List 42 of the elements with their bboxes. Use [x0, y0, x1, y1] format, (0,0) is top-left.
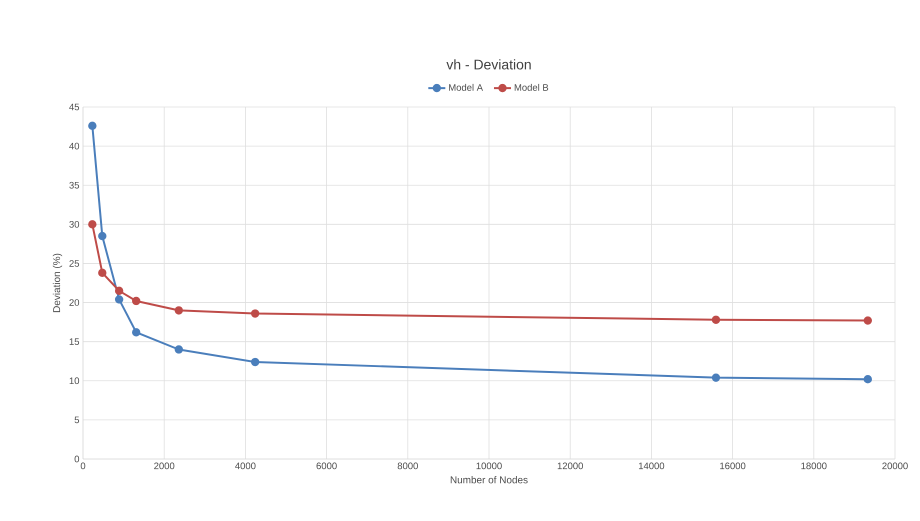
- point: [250, 358, 260, 366]
- y-tick-label: 40: [69, 142, 80, 150]
- x-tick-label: 8000: [398, 462, 418, 470]
- y-axis-title: Deviation (%): [52, 254, 62, 312]
- x-tick-label: 14000: [638, 462, 664, 470]
- point: [712, 373, 720, 382]
- point: [88, 122, 97, 130]
- y-tick-label: 10: [70, 377, 80, 384]
- point: [864, 316, 872, 325]
- point: [132, 328, 140, 336]
- chart-title: vh - Deviation: [446, 59, 531, 70]
- x-tick-label: 20000: [882, 462, 908, 470]
- x-tick-label: 6000: [316, 462, 337, 470]
- point: [114, 286, 124, 296]
- y-tick-label: 30: [69, 220, 80, 228]
- y-tick-label: 25: [69, 260, 80, 267]
- x-tick-label: 10000: [476, 462, 502, 470]
- point: [88, 220, 97, 229]
- y-tick-label: 15: [70, 338, 80, 345]
- legend-label: Model B: [514, 84, 548, 91]
- point: [250, 309, 260, 318]
- point: [132, 296, 140, 306]
- y-tick-label: 35: [69, 182, 80, 189]
- point: [174, 306, 184, 315]
- x-tick-label: 16000: [720, 462, 746, 470]
- point: [864, 375, 872, 384]
- point: [174, 345, 184, 354]
- x-tick-label: 12000: [558, 462, 583, 470]
- point: [712, 316, 720, 324]
- x-tick-label: 4000: [235, 462, 256, 470]
- y-tick-label: 20: [69, 299, 80, 306]
- y-tick-label: 45: [69, 104, 80, 110]
- point: [114, 295, 124, 304]
- legend-label: Model A: [449, 84, 483, 91]
- point: [98, 268, 106, 278]
- point: [98, 232, 106, 240]
- y-tick-label: 5: [74, 416, 80, 424]
- x-tick-label: 18000: [801, 462, 827, 470]
- x-tick-label: 2000: [154, 462, 174, 470]
- x-axis-title: Number of Nodes: [450, 476, 528, 484]
- x-tick-label: 0: [80, 462, 86, 470]
- y-tick-label: 0: [74, 456, 80, 462]
